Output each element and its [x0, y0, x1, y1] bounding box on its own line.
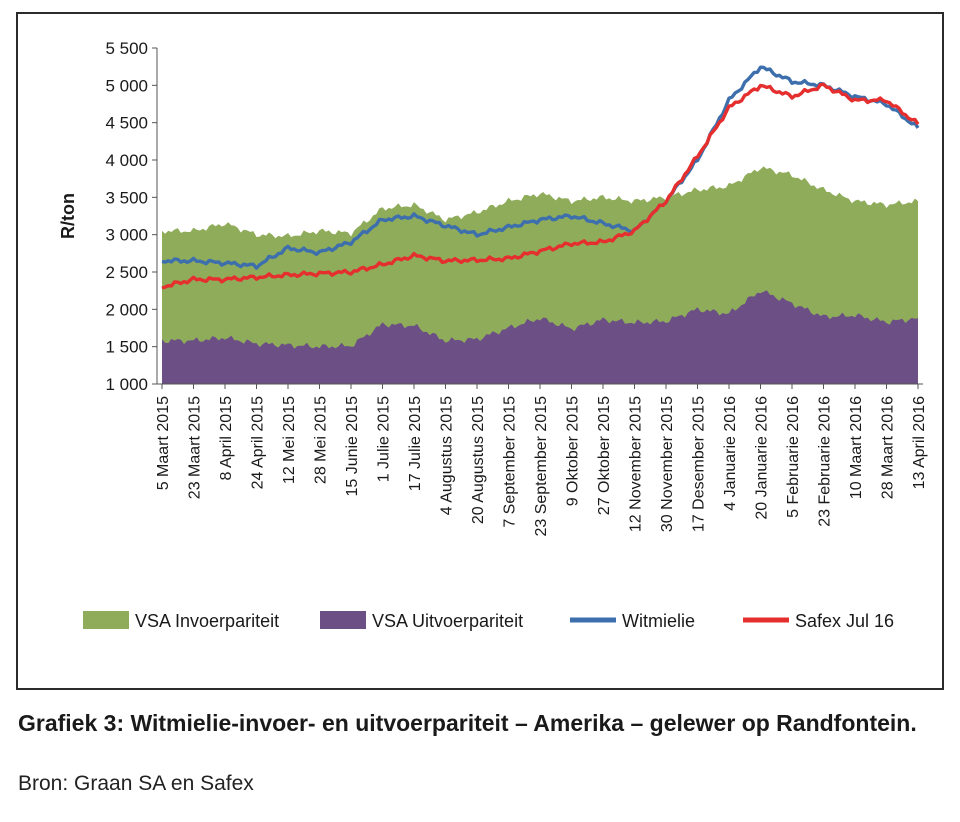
legend-label-witmielie: Witmielie: [622, 611, 695, 631]
x-tick-label: 13 April 2016: [911, 396, 928, 490]
x-tick-label: 12 November 2015: [628, 396, 645, 532]
x-tick-label: 7 September 2015: [502, 396, 519, 528]
chart-source: Bron: Graan SA en Safex: [18, 772, 254, 795]
y-tick-label: 5 500: [105, 39, 148, 58]
legend-label-vsa-invoerpariteit: VSA Invoerpariteit: [135, 611, 279, 631]
y-axis-label: R/ton: [58, 193, 78, 239]
x-tick-label: 20 Augustus 2015: [470, 396, 487, 524]
x-tick-label: 4 Augustus 2015: [439, 396, 456, 515]
series-safex-jul-16-line: [161, 82, 920, 290]
x-tick-label: 23 Maart 2015: [187, 396, 204, 499]
x-tick-label: 27 Oktober 2015: [596, 396, 613, 515]
y-tick-label: 1 000: [105, 375, 148, 394]
chart: 1 000 1 500 2 000 2 500 3 000 3 500 4 000 4 500…: [58, 39, 928, 631]
x-tick-label: 28 Maart 2016: [880, 396, 897, 499]
x-tick-label: 23 Februarie 2016: [817, 396, 834, 527]
x-tick-label: 30 November 2015: [659, 396, 676, 532]
legend-label-vsa-uitvoerpariteit: VSA Uitvoerpariteit: [372, 611, 523, 631]
y-tick-label: 2 000: [105, 300, 148, 319]
x-tick-label: 15 Junie 2015: [344, 396, 361, 497]
y-tick-label: 1 500: [105, 338, 148, 357]
x-tick-label: 4 Januarie 2016: [722, 396, 739, 511]
x-tick-label: 9 Oktober 2015: [565, 396, 582, 506]
y-tick-label: 4 000: [105, 151, 148, 170]
x-tick-label: 1 Julie 2015: [376, 396, 393, 482]
x-tick-label: 8 April 2015: [218, 396, 235, 481]
x-tick-label: 23 September 2015: [533, 396, 550, 537]
series-witmielie-line: [161, 65, 920, 270]
x-tick-label: 5 Maart 2015: [155, 396, 172, 490]
x-tick-label: 17 Julie 2015: [407, 396, 424, 491]
y-tick-label: 2 500: [105, 263, 148, 282]
legend-label-safex-jul-16: Safex Jul 16: [795, 611, 894, 631]
x-tick-label: 12 Mei 2015: [281, 396, 298, 484]
x-tick-label: 10 Maart 2016: [848, 396, 865, 499]
legend-swatch-vsa-uitvoerpariteit: [320, 611, 366, 629]
y-tick-label: 4 500: [105, 114, 148, 133]
x-tick-label: 5 Februarie 2016: [785, 396, 802, 518]
x-tick-label: 20 Januarie 2016: [754, 396, 771, 520]
y-tick-label: 5 000: [105, 76, 148, 95]
x-tick-label: 17 Desember 2015: [691, 396, 708, 532]
y-tick-label: 3 000: [105, 226, 148, 245]
legend-swatch-vsa-invoerpariteit: [83, 611, 129, 629]
x-tick-label: 28 Mei 2015: [313, 396, 330, 484]
series-vsa-uitvoerpariteit-area: [162, 290, 918, 384]
chart-frame: 1 000 1 500 2 000 2 500 3 000 3 500 4 000 4 500…: [16, 12, 944, 690]
y-tick-label: 3 500: [105, 188, 148, 207]
x-tick-label: 24 April 2015: [250, 396, 267, 490]
chart-caption: Grafiek 3: Witmielie-invoer- en uitvoerp…: [18, 710, 917, 736]
